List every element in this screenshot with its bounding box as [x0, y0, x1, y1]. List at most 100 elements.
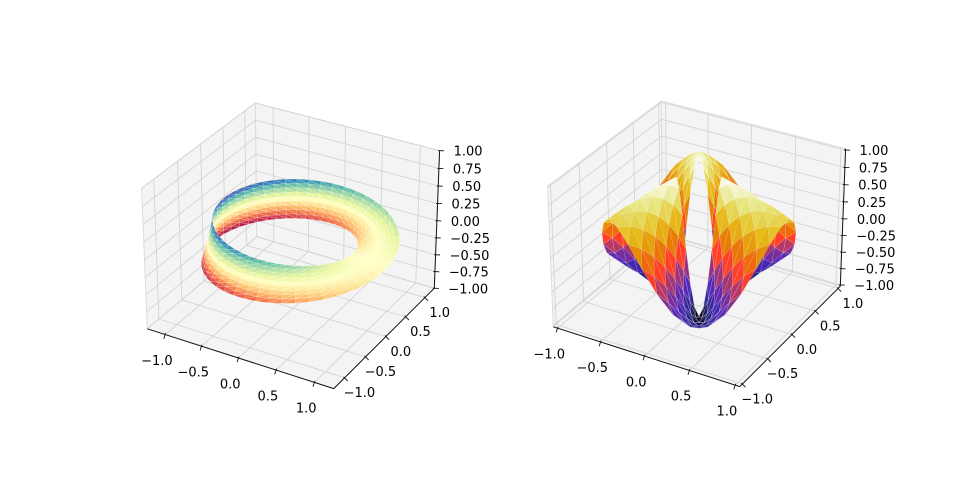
surface-triangle	[721, 267, 734, 298]
surface-triangle	[357, 278, 368, 288]
x-tick-label: −1.0	[534, 347, 566, 362]
surface-triangle	[334, 210, 343, 218]
surface-triangle	[281, 294, 296, 300]
surface-triangle	[218, 282, 229, 288]
surface-triangle	[215, 282, 227, 288]
surface-triangle	[217, 210, 224, 216]
surface-triangle	[211, 277, 221, 283]
surface-triangle	[222, 269, 233, 275]
surface-triangle	[718, 286, 733, 312]
surface-triangle	[376, 234, 382, 242]
surface-triangle	[296, 196, 308, 202]
grid-line	[661, 118, 846, 168]
surface-triangle	[689, 157, 697, 176]
surface-triangle	[370, 256, 381, 263]
surface-triangle	[669, 158, 685, 177]
surface-triangle	[713, 158, 729, 177]
surface-triangle	[221, 240, 230, 246]
trisurf-mesh	[201, 178, 400, 304]
surface-triangle	[271, 280, 285, 286]
x-tick-mark	[687, 368, 691, 375]
surface-triangle	[672, 314, 691, 328]
surface-triangle	[211, 225, 216, 231]
surface-triangle	[315, 210, 325, 218]
grid-line	[158, 318, 345, 379]
x-tick-mark	[642, 354, 646, 361]
surface-triangle	[222, 273, 233, 279]
surface-triangle	[224, 253, 234, 258]
surface-triangle	[213, 207, 218, 214]
surface-triangle	[332, 285, 345, 294]
surface-triangle	[359, 246, 367, 252]
surface-triangle	[641, 248, 655, 277]
surface-triangle	[690, 326, 708, 329]
surface-triangle	[256, 213, 268, 218]
surface-triangle	[742, 229, 756, 258]
surface-triangle	[383, 244, 391, 252]
grid-line	[275, 271, 380, 371]
y-tick-mark	[343, 376, 349, 382]
surface-triangle	[208, 245, 214, 252]
surface-triangle	[377, 226, 382, 235]
surface-triangle	[295, 213, 306, 220]
surface-triangle	[275, 200, 287, 206]
y-tick-label: −1.0	[344, 386, 376, 401]
surface-triangle	[238, 215, 249, 221]
z-tick-label: −1.00	[448, 282, 488, 297]
grid-line	[153, 179, 160, 320]
subplot-mobius-trisurf: −1.0−0.50.00.51.0−1.0−0.50.00.51.0−1.00−…	[141, 102, 490, 417]
y-tick-mark	[740, 382, 746, 388]
axis-lines	[553, 148, 847, 388]
grid-line	[661, 135, 845, 186]
surface-triangle	[238, 280, 251, 286]
surface-triangle	[209, 230, 211, 237]
surface-triangle	[674, 257, 684, 291]
grid-line	[146, 220, 257, 313]
surface-triangle	[295, 297, 310, 304]
surface-triangle	[274, 268, 286, 274]
surface-triangle	[683, 162, 692, 187]
subplot-radial-trisurf: −1.0−0.50.00.51.0−1.0−0.50.00.51.0−1.00−…	[534, 100, 896, 419]
surface-triangle	[285, 187, 297, 193]
tick-labels: −1.0−0.50.00.51.0−1.0−0.50.00.51.0−1.00−…	[141, 145, 490, 417]
surface-triangle	[714, 302, 730, 322]
grid-line	[547, 101, 662, 189]
surface-triangle	[374, 200, 384, 211]
surface-triangle	[382, 206, 390, 217]
y-tick-label: 0.5	[410, 325, 431, 340]
surface-triangle	[216, 229, 225, 235]
surface-triangle	[698, 157, 704, 169]
surface-triangle	[244, 267, 256, 273]
y-tick-mark	[364, 355, 370, 361]
surface-triangle	[368, 225, 374, 233]
surface-triangle	[354, 209, 363, 218]
surface-triangle	[669, 158, 685, 177]
surface-triangle	[630, 210, 644, 230]
surface-triangle	[213, 256, 221, 262]
surface-triangle	[273, 178, 286, 184]
surface-triangle	[698, 153, 708, 163]
surface-triangle	[394, 228, 400, 238]
surface-triangle	[608, 213, 622, 228]
surface-triangle	[370, 240, 377, 247]
surface-triangle	[222, 214, 231, 219]
surface-triangle	[230, 218, 240, 224]
surface-triangle	[346, 281, 359, 290]
surface-triangle	[312, 268, 322, 274]
surface-triangle	[706, 162, 715, 187]
surface-triangle	[612, 237, 624, 254]
surface-triangle	[366, 256, 376, 263]
surface-triangle	[362, 210, 369, 219]
surface-triangle	[365, 210, 373, 219]
surface-triangle	[357, 250, 365, 256]
y-tick-mark	[404, 315, 410, 321]
z-tick-label: 0.00	[451, 215, 480, 230]
surface-triangle	[274, 197, 287, 202]
surface-triangle	[213, 211, 218, 218]
surface-triangle	[211, 212, 215, 219]
surface-triangle	[252, 181, 264, 187]
surface-triangle	[344, 186, 356, 195]
surface-triangle	[237, 210, 248, 216]
surface-triangle	[232, 252, 243, 258]
